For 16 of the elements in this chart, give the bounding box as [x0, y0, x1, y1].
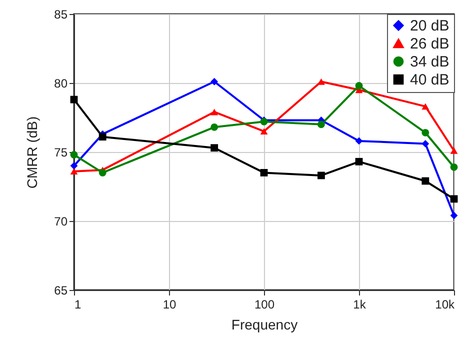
x-tick-label: 1k [353, 298, 367, 312]
legend-label: 26 dB [410, 36, 450, 52]
x-axis-title: Frequency [231, 316, 298, 332]
legend-label: 40 dB [410, 72, 450, 88]
y-tick-label: 85 [54, 8, 68, 22]
x-tick-label: 1 [74, 298, 82, 312]
x-tick-label: 10 [162, 298, 176, 312]
x-tick-label: 10k [435, 298, 456, 312]
legend-label: 20 dB [410, 18, 450, 34]
legend-label: 34 dB [410, 54, 450, 70]
y-tick-label: 75 [54, 146, 68, 160]
y-tick-label: 65 [54, 284, 68, 298]
x-tick-label: 100 [254, 298, 275, 312]
y-tick-label: 70 [54, 214, 68, 228]
y-axis-title: CMRR (dB) [24, 116, 40, 189]
y-tick-label: 80 [54, 76, 68, 90]
